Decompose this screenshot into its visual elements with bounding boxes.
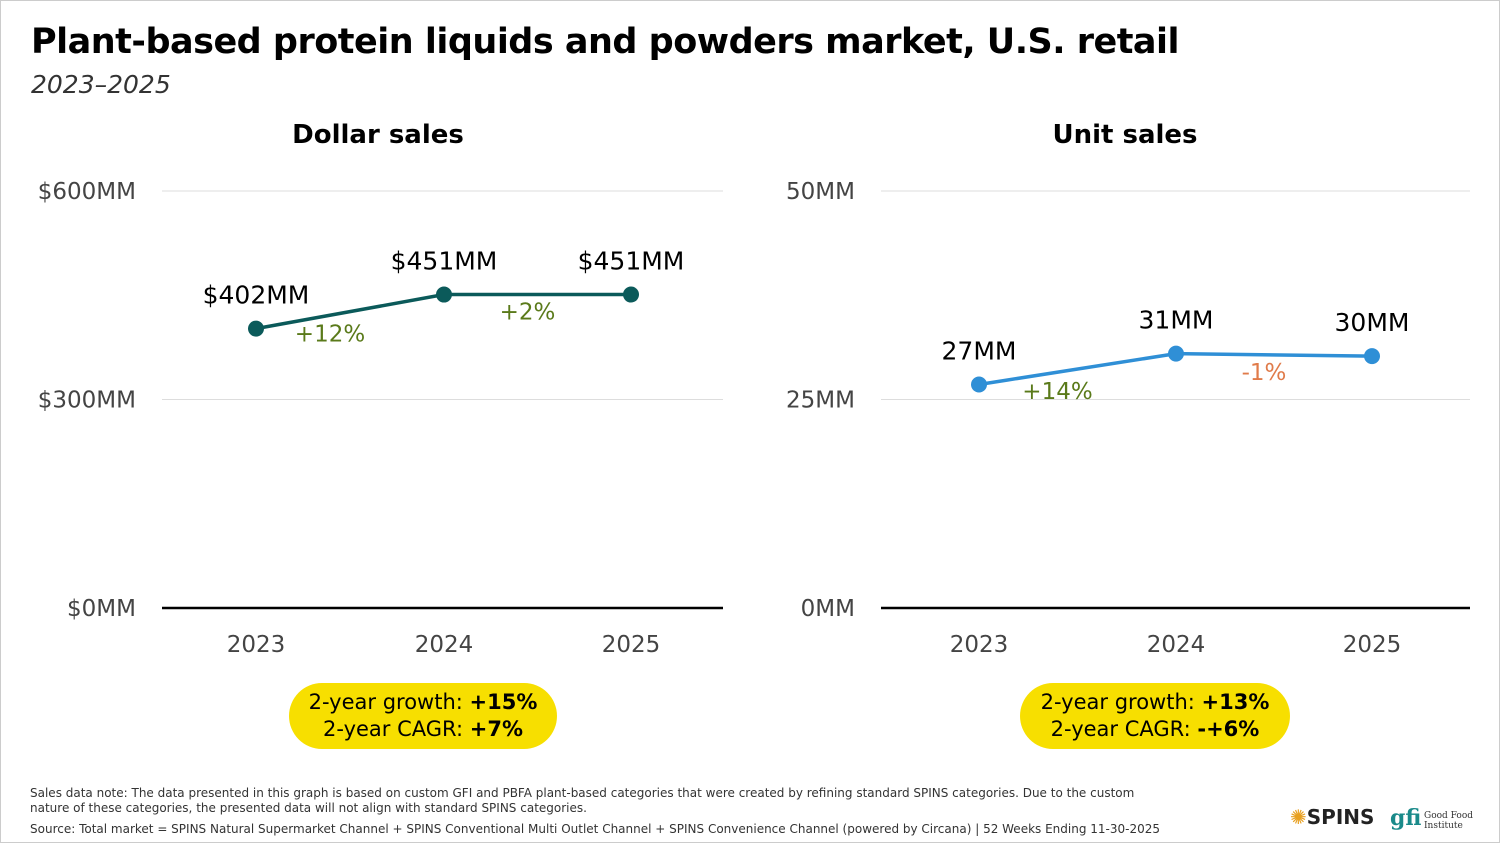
chart-title: Plant-based protein liquids and powders … bbox=[31, 22, 1180, 62]
data-point bbox=[623, 286, 639, 303]
growth-label: 2-year growth: bbox=[308, 690, 470, 714]
data-label: 30MM bbox=[1335, 308, 1410, 337]
summary-pill-unit: 2-year growth: +13% 2-year CAGR: -+6% bbox=[1020, 683, 1290, 749]
data-label: $451MM bbox=[391, 247, 498, 276]
y-tick-label: $300MM bbox=[38, 388, 136, 414]
cagr-label: 2-year CAGR: bbox=[1050, 717, 1198, 741]
x-tick-label: 2024 bbox=[415, 632, 474, 658]
x-tick-label: 2025 bbox=[1343, 632, 1402, 658]
y-tick-label: $600MM bbox=[38, 179, 136, 205]
gfi-logo: gfi bbox=[1390, 805, 1422, 831]
x-tick-label: 2023 bbox=[950, 632, 1009, 658]
y-tick-label: 50MM bbox=[786, 179, 855, 205]
panel-title: Unit sales bbox=[1052, 120, 1197, 150]
data-point bbox=[436, 286, 452, 303]
y-tick-label: $0MM bbox=[67, 596, 136, 622]
x-tick-label: 2024 bbox=[1147, 632, 1206, 658]
source-note: Source: Total market = SPINS Natural Sup… bbox=[30, 822, 1161, 836]
x-tick-label: 2023 bbox=[227, 632, 286, 658]
y-tick-label: 25MM bbox=[786, 388, 855, 414]
panel-title: Dollar sales bbox=[292, 120, 464, 150]
data-point bbox=[971, 376, 987, 393]
growth-label: -1% bbox=[1242, 360, 1287, 386]
cagr-label: 2-year CAGR: bbox=[323, 717, 470, 741]
spins-logo: ✺SPINS bbox=[1290, 805, 1375, 829]
data-point bbox=[1168, 345, 1184, 362]
data-point bbox=[1364, 348, 1380, 365]
growth-label: +12% bbox=[295, 322, 365, 348]
growth-label: +2% bbox=[500, 300, 556, 326]
data-label: 31MM bbox=[1139, 306, 1214, 335]
sales-data-note: Sales data note: The data presented in t… bbox=[30, 786, 1135, 815]
data-label: $451MM bbox=[578, 247, 685, 276]
gfi-logo-text: Good Food Institute bbox=[1424, 811, 1473, 831]
y-tick-label: 0MM bbox=[801, 596, 855, 622]
growth-label: +14% bbox=[1022, 379, 1092, 405]
summary-pill-dollar: 2-year growth: +15% 2-year CAGR: +7% bbox=[289, 683, 557, 749]
data-label: 27MM bbox=[942, 336, 1017, 365]
growth-value: +13% bbox=[1201, 690, 1270, 714]
cagr-value: -+6% bbox=[1197, 717, 1260, 741]
data-point bbox=[248, 320, 264, 337]
x-tick-label: 2025 bbox=[602, 632, 661, 658]
cagr-value: +7% bbox=[469, 717, 523, 741]
chart-subtitle: 2023–2025 bbox=[31, 70, 171, 99]
growth-label: 2-year growth: bbox=[1040, 690, 1202, 714]
growth-value: +15% bbox=[469, 690, 538, 714]
data-label: $402MM bbox=[203, 281, 310, 310]
